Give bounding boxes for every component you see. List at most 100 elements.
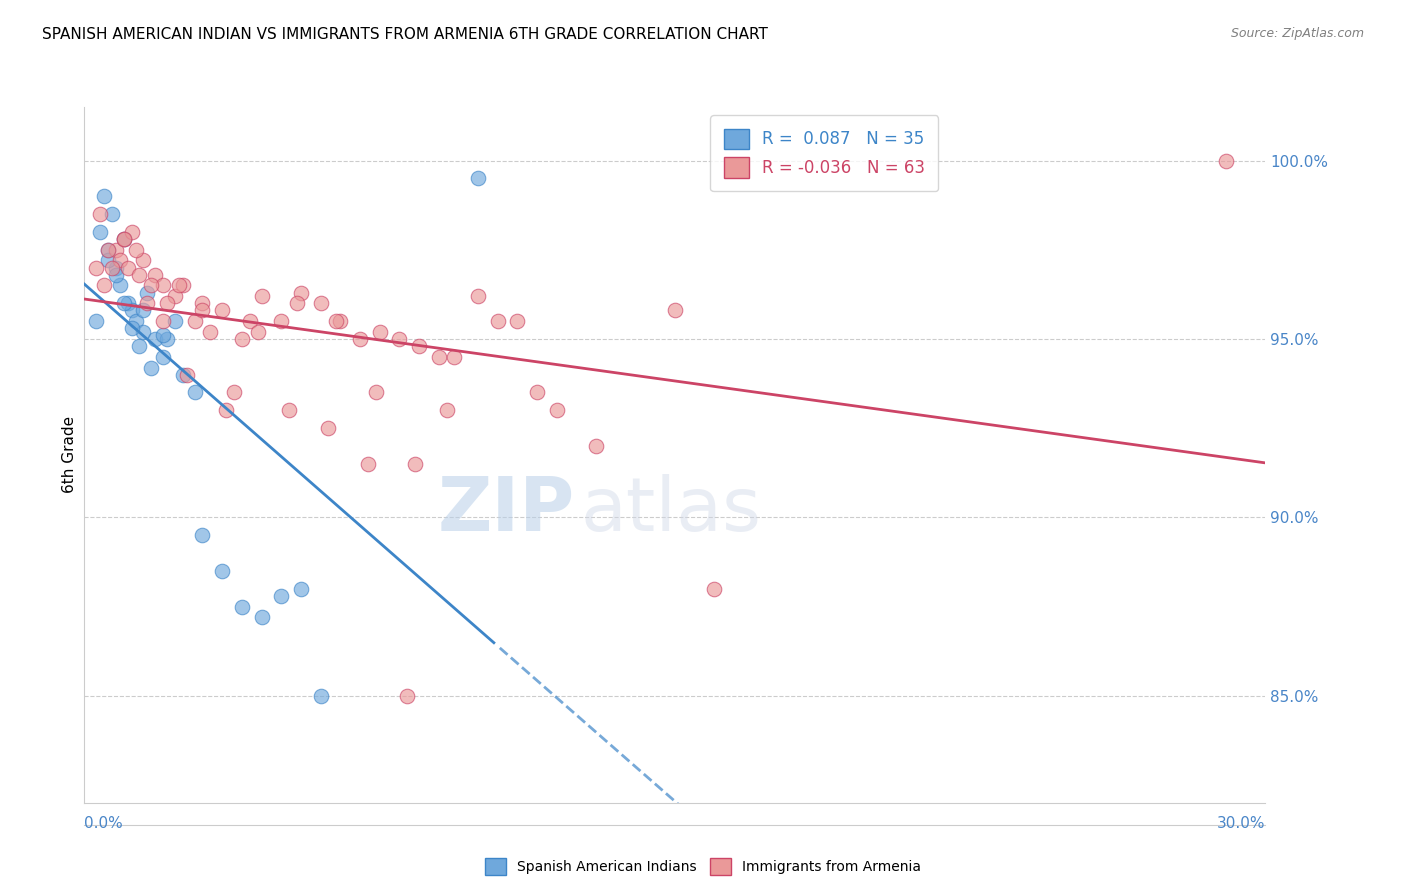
- Point: [112, 232, 135, 246]
- Point: [121, 303, 143, 318]
- Point: [368, 325, 391, 339]
- Point: [404, 457, 426, 471]
- Point: [231, 332, 253, 346]
- Point: [132, 303, 155, 318]
- Y-axis label: 6th Grade: 6th Grade: [62, 417, 77, 493]
- Point: [200, 325, 222, 339]
- Point: [141, 278, 163, 293]
- Point: [309, 689, 332, 703]
- Point: [309, 296, 332, 310]
- Point: [143, 332, 166, 346]
- Point: [357, 457, 380, 471]
- Point: [486, 314, 509, 328]
- Point: [270, 314, 292, 328]
- Point: [183, 385, 205, 400]
- Point: [215, 403, 238, 417]
- Point: [101, 260, 124, 275]
- Point: [211, 564, 233, 578]
- Point: [250, 610, 273, 624]
- Point: [112, 232, 135, 246]
- Point: [172, 278, 194, 293]
- Point: [84, 314, 107, 328]
- Point: [141, 360, 163, 375]
- Text: SPANISH AMERICAN INDIAN VS IMMIGRANTS FROM ARMENIA 6TH GRADE CORRELATION CHART: SPANISH AMERICAN INDIAN VS IMMIGRANTS FR…: [42, 27, 768, 42]
- Point: [97, 243, 120, 257]
- Point: [143, 268, 166, 282]
- Point: [132, 253, 155, 268]
- Point: [84, 260, 107, 275]
- Point: [250, 289, 273, 303]
- Point: [211, 303, 233, 318]
- Point: [467, 289, 489, 303]
- Point: [191, 296, 214, 310]
- Point: [329, 314, 352, 328]
- Point: [104, 243, 127, 257]
- Point: [285, 296, 308, 310]
- Point: [132, 325, 155, 339]
- Point: [136, 285, 159, 300]
- Point: [104, 260, 127, 275]
- Point: [156, 332, 179, 346]
- Point: [163, 289, 186, 303]
- Text: Source: ZipAtlas.com: Source: ZipAtlas.com: [1230, 27, 1364, 40]
- Point: [585, 439, 607, 453]
- Text: 0.0%: 0.0%: [84, 816, 124, 831]
- Point: [152, 278, 174, 293]
- Point: [436, 403, 458, 417]
- Point: [222, 385, 245, 400]
- Point: [152, 328, 174, 343]
- Point: [121, 321, 143, 335]
- Point: [349, 332, 371, 346]
- Point: [191, 528, 214, 542]
- Text: atlas: atlas: [581, 474, 762, 547]
- Point: [364, 385, 387, 400]
- Point: [156, 296, 179, 310]
- Point: [239, 314, 262, 328]
- Point: [290, 582, 312, 596]
- Point: [108, 278, 131, 293]
- Point: [396, 689, 419, 703]
- Point: [388, 332, 411, 346]
- Point: [231, 599, 253, 614]
- Point: [117, 296, 139, 310]
- Point: [97, 253, 120, 268]
- Point: [246, 325, 269, 339]
- Point: [108, 253, 131, 268]
- Point: [703, 582, 725, 596]
- Point: [93, 189, 115, 203]
- Point: [318, 421, 340, 435]
- Point: [124, 314, 146, 328]
- Point: [172, 368, 194, 382]
- Point: [163, 314, 186, 328]
- Point: [546, 403, 568, 417]
- Point: [128, 339, 150, 353]
- Text: 30.0%: 30.0%: [1218, 816, 1265, 831]
- Point: [89, 207, 111, 221]
- Point: [112, 232, 135, 246]
- Point: [183, 314, 205, 328]
- Point: [167, 278, 190, 293]
- Point: [325, 314, 347, 328]
- Point: [408, 339, 430, 353]
- Point: [664, 303, 686, 318]
- Point: [467, 171, 489, 186]
- Point: [152, 314, 174, 328]
- Point: [506, 314, 529, 328]
- Point: [136, 296, 159, 310]
- Point: [117, 260, 139, 275]
- Point: [290, 285, 312, 300]
- Point: [443, 350, 465, 364]
- Point: [101, 207, 124, 221]
- Point: [427, 350, 450, 364]
- Point: [526, 385, 548, 400]
- Point: [93, 278, 115, 293]
- Point: [278, 403, 301, 417]
- Legend: R =  0.087   N = 35, R = -0.036   N = 63: R = 0.087 N = 35, R = -0.036 N = 63: [710, 115, 938, 191]
- Point: [1215, 153, 1237, 168]
- Point: [191, 303, 214, 318]
- Text: ZIP: ZIP: [437, 474, 575, 547]
- Point: [104, 268, 127, 282]
- Legend: Spanish American Indians, Immigrants from Armenia: Spanish American Indians, Immigrants fro…: [479, 853, 927, 880]
- Point: [89, 225, 111, 239]
- Point: [176, 368, 198, 382]
